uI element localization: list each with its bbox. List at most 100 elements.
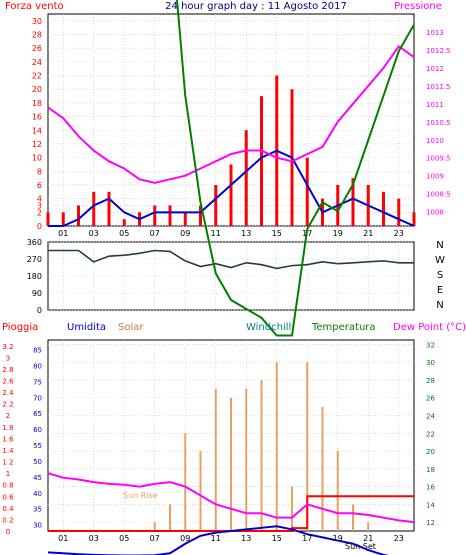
rain-tick-label: 0 xyxy=(6,528,10,536)
x-tick-label-1-21: 21 xyxy=(363,229,373,238)
temperature-tick-label: 26 xyxy=(426,395,435,403)
rain-tick-label: 3 xyxy=(6,354,10,362)
rain-tick-label: 2.6 xyxy=(2,378,14,386)
temperature-tick-label: 32 xyxy=(426,341,435,349)
wind-tick-label: 18 xyxy=(32,99,42,108)
x-tick-label-3-09: 09 xyxy=(180,534,190,543)
humidity-tick-label: 35 xyxy=(33,506,42,514)
direction-label-n-bottom: N xyxy=(436,300,443,311)
rain-tick-label: 0.4 xyxy=(2,505,14,513)
pressure-tick-label: 1013 xyxy=(426,29,444,37)
x-tick-label-3-17: 17 xyxy=(302,534,312,543)
wind-tick-label: 0 xyxy=(37,222,42,231)
wind-tick-label: 6 xyxy=(37,181,42,190)
x-tick-label-1-13: 13 xyxy=(241,229,251,238)
rain-tick-label: 2.8 xyxy=(2,366,13,374)
temperature-line xyxy=(176,0,415,337)
rain-tick-label: 1 xyxy=(6,470,10,478)
direction-tick-label: 90 xyxy=(32,289,42,298)
x-tick-label-1-01: 01 xyxy=(58,229,68,238)
x-tick-label-3-11: 11 xyxy=(211,534,221,543)
rain-tick-label: 1.2 xyxy=(2,459,13,467)
humidity-tick-label: 65 xyxy=(33,410,42,418)
pressure-tick-label: 1010.5 xyxy=(426,119,451,127)
x-tick-label-3-03: 03 xyxy=(89,534,99,543)
temperature-axis-title: Temperatura xyxy=(311,322,376,333)
wind-tick-label: 26 xyxy=(32,44,42,53)
wind-tick-label: 20 xyxy=(32,85,42,94)
wind-tick-label: 10 xyxy=(32,154,42,163)
x-tick-label-1-15: 15 xyxy=(272,229,282,238)
direction-tick-label: 0 xyxy=(37,306,42,315)
pressure-tick-label: 1012 xyxy=(426,65,444,73)
rain-tick-label: 1.8 xyxy=(2,424,13,432)
wind-tick-label: 2 xyxy=(37,208,42,217)
humidity-tick-label: 55 xyxy=(33,442,42,450)
humidity-tick-label: 50 xyxy=(33,458,42,466)
humidity-line xyxy=(47,525,389,555)
pressure-line xyxy=(47,44,415,184)
temperature-tick-label: 22 xyxy=(426,430,435,438)
wind-tick-label: 12 xyxy=(32,140,42,149)
pressure-tick-label: 1010 xyxy=(426,137,444,145)
temperature-tick-label: 18 xyxy=(426,466,435,474)
temperature-tick-label: 20 xyxy=(426,448,435,456)
wind-tick-label: 4 xyxy=(37,195,42,204)
x-tick-label-3-21: 21 xyxy=(363,534,373,543)
wind-tick-label: 30 xyxy=(32,17,42,26)
pressure-tick-label: 1011.5 xyxy=(426,83,451,91)
series xyxy=(46,0,416,555)
x-tick-label-3-13: 13 xyxy=(241,534,251,543)
pressure-tick-label: 1011 xyxy=(426,101,444,109)
wind-tick-label: 28 xyxy=(32,31,42,40)
dewpoint-axis-title: Dew Point (°C) xyxy=(393,322,466,333)
humidity-axis-title: Umidita xyxy=(67,322,106,333)
rain-tick-label: 0.6 xyxy=(2,493,14,501)
x-tick-label-3-23: 23 xyxy=(394,534,404,543)
rain-tick-label: 1.4 xyxy=(2,447,14,455)
direction-label-n-top: N xyxy=(436,240,443,251)
temperature-tick-label: 24 xyxy=(426,413,435,421)
direction-label-w: W xyxy=(435,255,445,266)
rain-line xyxy=(48,495,414,532)
x-tick-label-1-07: 07 xyxy=(150,229,160,238)
x-tick-label-1-19: 19 xyxy=(333,229,343,238)
temperature-tick-label: 14 xyxy=(426,501,435,509)
sunrise-annotation: Sun Rise xyxy=(123,491,158,500)
x-tick-label-3-19: 19 xyxy=(333,534,343,543)
rain-axis-title: Pioggia xyxy=(2,322,38,333)
pressure-axis-title: Pressione xyxy=(394,1,442,12)
humidity-tick-label: 30 xyxy=(33,522,42,530)
wind-average-line xyxy=(48,149,415,227)
direction-label-e: E xyxy=(437,285,443,296)
x-tick-label-3-15: 15 xyxy=(272,534,282,543)
temperature-tick-label: 28 xyxy=(426,377,435,385)
direction-tick-label: 270 xyxy=(27,255,42,264)
rain-tick-label: 2 xyxy=(6,412,10,420)
humidity-tick-label: 80 xyxy=(33,362,42,370)
wind-speed-axis-title: Forza vento xyxy=(5,1,64,12)
chart-title: 24 hour graph day : 11 Agosto 2017 xyxy=(165,1,347,12)
x-tick-label-1-03: 03 xyxy=(89,229,99,238)
wind-tick-label: 24 xyxy=(32,58,42,67)
x-tick-label-1-09: 09 xyxy=(180,229,190,238)
wind-tick-label: 14 xyxy=(32,126,42,135)
direction-label-s: S xyxy=(437,270,443,281)
dewpoint-line xyxy=(47,472,415,524)
windchill-axis-title: Windchill xyxy=(246,322,291,333)
direction-tick-label: 180 xyxy=(27,272,42,281)
x-tick-label-3-01: 01 xyxy=(58,534,68,543)
wind-tick-label: 22 xyxy=(32,72,42,81)
wind-tick-label: 8 xyxy=(37,167,42,176)
temperature-tick-label: 30 xyxy=(426,359,435,367)
humidity-tick-label: 70 xyxy=(33,394,42,402)
x-tick-label-3-07: 07 xyxy=(150,534,160,543)
pressure-tick-label: 1012.5 xyxy=(426,47,451,55)
rain-tick-label: 1.6 xyxy=(2,435,14,443)
rain-tick-label: 2.2 xyxy=(2,401,13,409)
x-tick-label-1-23: 23 xyxy=(394,229,404,238)
humidity-tick-label: 75 xyxy=(33,378,42,386)
wind-tick-label: 16 xyxy=(32,113,42,122)
